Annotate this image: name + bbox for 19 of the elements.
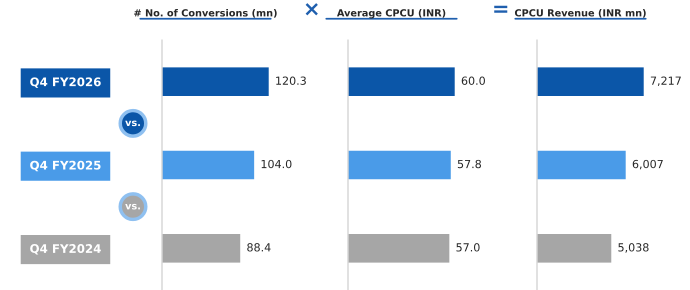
text: vs. <box>125 204 140 210</box>
data-label: 104.0 <box>262 160 292 168</box>
y-tick-label: Q4 FY2025 <box>30 160 101 172</box>
chart-title: CPCU Revenue (INR mn) <box>514 9 646 18</box>
text: vs. <box>125 120 140 126</box>
data-label: 57.8 <box>458 160 482 168</box>
text: × <box>306 3 318 16</box>
y-tick-label: Q4 FY2026 <box>30 77 101 88</box>
data-label: 120.3 <box>276 76 306 85</box>
chart-title: # No. of Conversions (mn) <box>134 9 277 18</box>
data-label: 88.4 <box>247 243 271 252</box>
text: = <box>494 6 508 13</box>
data-label: 6,007 <box>632 160 663 170</box>
chart-title: Average CPCU (INR) <box>336 9 446 18</box>
data-label: 5,038 <box>618 243 649 253</box>
data-label: 7,217 <box>650 76 681 86</box>
data-label: 60.0 <box>462 76 485 85</box>
data-label: 57.0 <box>456 243 480 252</box>
y-tick-label: Q4 FY2024 <box>30 244 101 255</box>
